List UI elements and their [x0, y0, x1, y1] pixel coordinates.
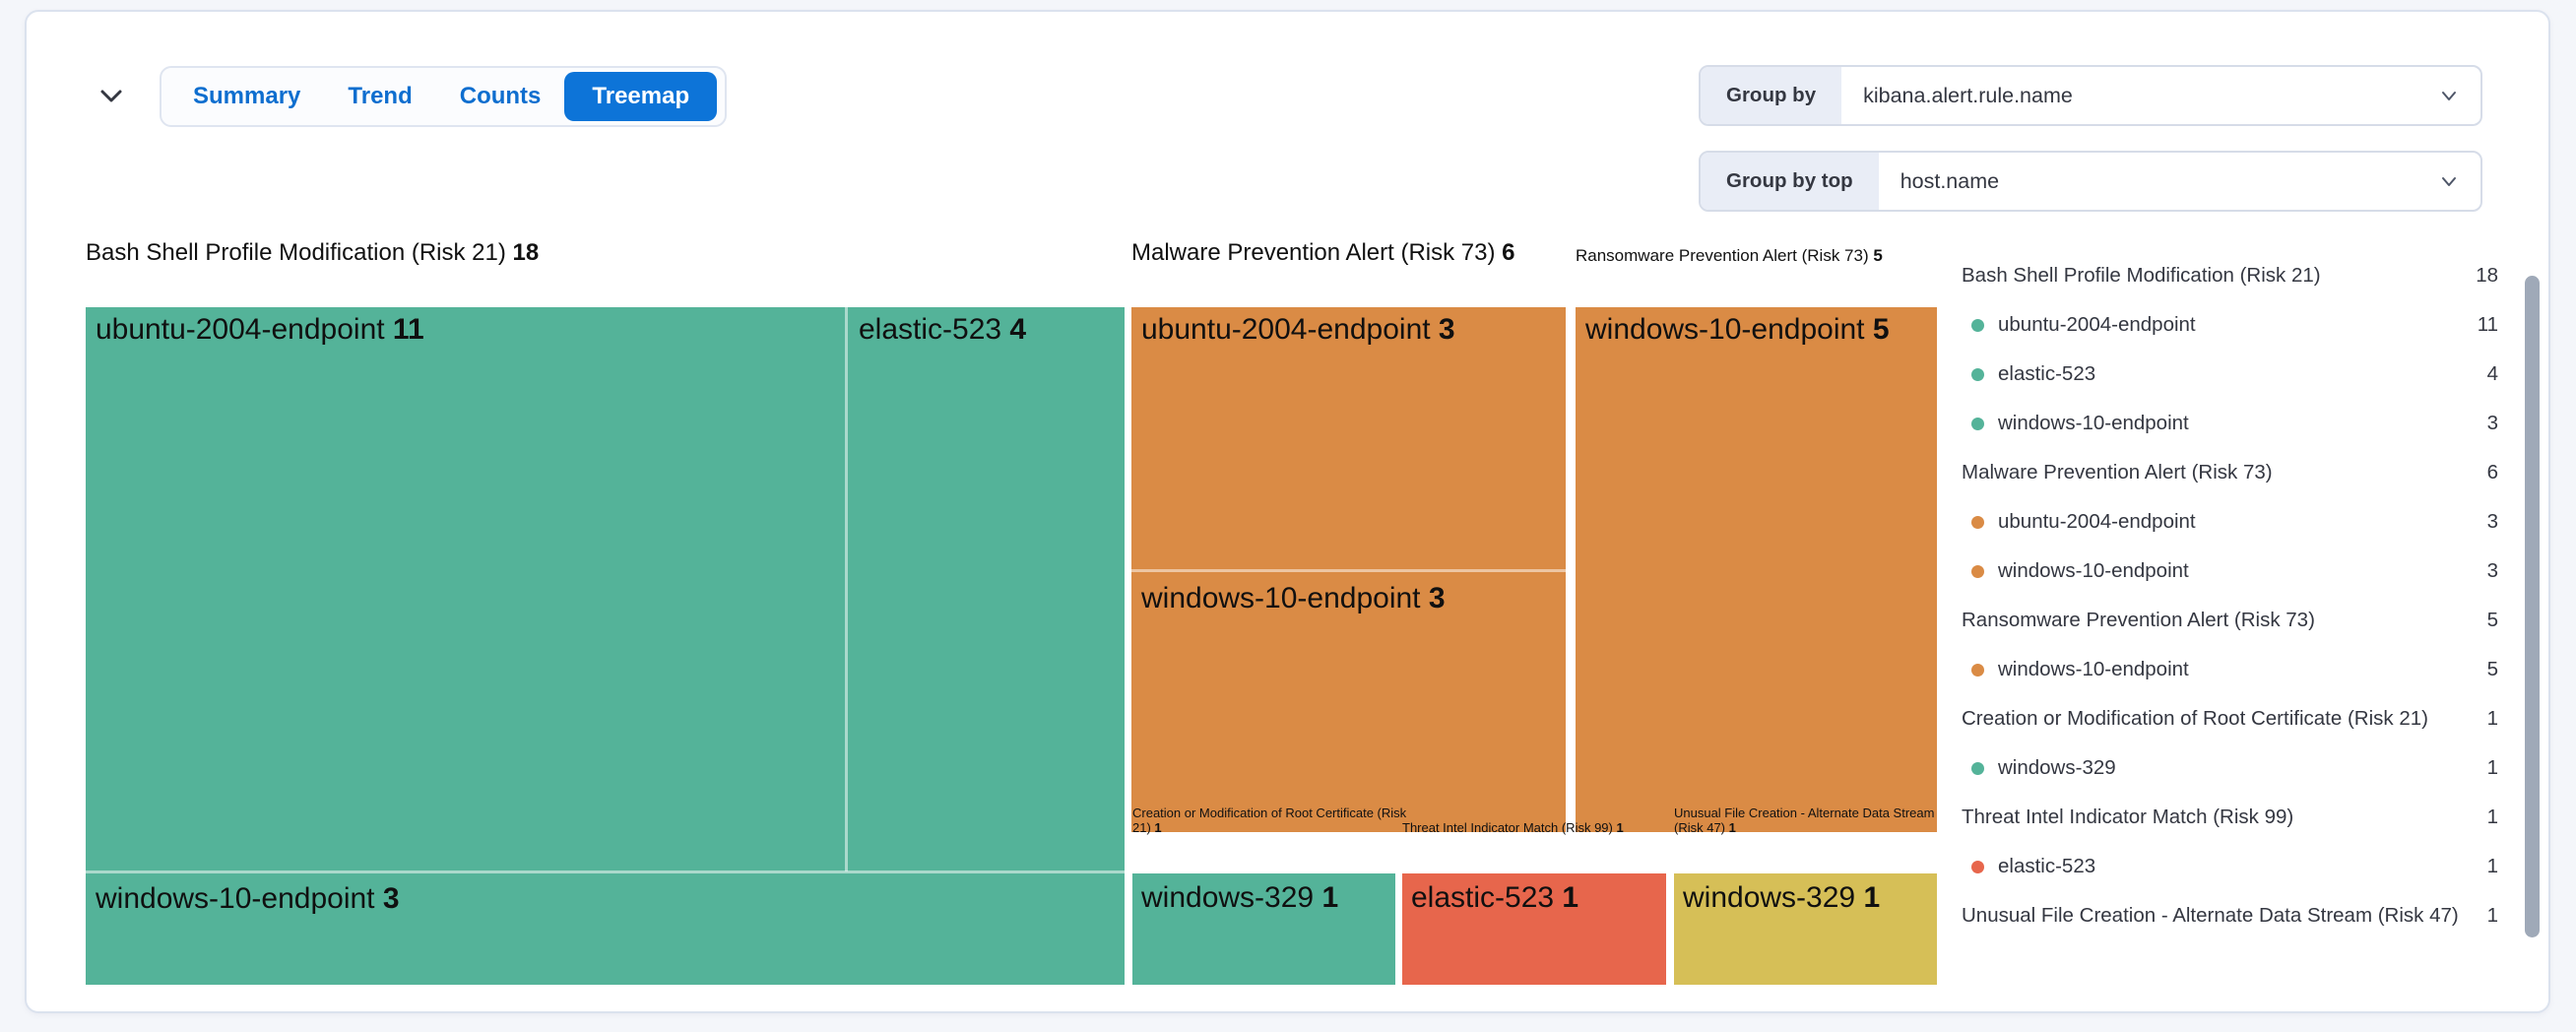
treemap-group-block[interactable]: [1674, 873, 1937, 985]
legend-label: Unusual File Creation - Alternate Data S…: [1962, 904, 2459, 927]
legend-color-dot: [1971, 318, 1984, 332]
group-by-select[interactable]: Group by kibana.alert.rule.name: [1699, 65, 2482, 126]
legend-value: 1: [2486, 707, 2498, 730]
legend-color-dot: [1971, 761, 1984, 775]
chevron-down-icon: [100, 90, 122, 101]
legend-label: elastic-523: [1998, 855, 2096, 877]
treemap-group-header: Creation or Modification of Root Certifi…: [1132, 806, 1407, 835]
alerts-card: Summary Trend Counts Treemap Group by ki…: [25, 10, 2550, 1013]
legend-label: windows-329: [1998, 756, 2116, 779]
treemap-cell-label: ubuntu-2004-endpoint 11: [96, 313, 424, 346]
treemap-group-header: Threat Intel Indicator Match (Risk 99) 1: [1402, 820, 1624, 835]
legend-color-dot: [1971, 367, 1984, 381]
legend-rule-row[interactable]: Ransomware Prevention Alert (Risk 73) 5: [1962, 609, 2498, 632]
legend-value: 18: [2476, 264, 2498, 287]
group-by-value: kibana.alert.rule.name: [1863, 83, 2073, 107]
treemap-cell-label: windows-10-endpoint 5: [1585, 313, 1890, 346]
group-by-top-prepend-label: Group by top: [1701, 153, 1879, 210]
legend-color-dot: [1971, 417, 1984, 430]
legend-label: Ransomware Prevention Alert (Risk 73): [1962, 609, 2315, 631]
treemap-group-block[interactable]: [1576, 307, 1937, 832]
legend-host-row[interactable]: windows-10-endpoint 5: [1962, 658, 2498, 681]
legend-host-row[interactable]: ubuntu-2004-endpoint 3: [1962, 510, 2498, 534]
legend-value: 1: [2486, 904, 2498, 927]
treemap-group-header: Ransomware Prevention Alert (Risk 73) 5: [1576, 246, 1883, 265]
treemap-legend: Bash Shell Profile Modification (Risk 21…: [1962, 264, 2498, 928]
legend-rule-row[interactable]: Bash Shell Profile Modification (Risk 21…: [1962, 264, 2498, 288]
legend-scrollbar-thumb[interactable]: [2525, 276, 2540, 937]
legend-host-row[interactable]: windows-10-endpoint 3: [1962, 412, 2498, 435]
legend-value: 6: [2486, 461, 2498, 484]
legend-label: Bash Shell Profile Modification (Risk 21…: [1962, 264, 2321, 287]
legend-host-row[interactable]: elastic-523 4: [1962, 362, 2498, 386]
legend-value: 5: [2486, 609, 2498, 631]
treemap-cell-label: windows-10-endpoint 3: [1141, 582, 1446, 614]
treemap-group-header: Malware Prevention Alert (Risk 73) 6: [1131, 239, 1515, 266]
tab-trend[interactable]: Trend: [348, 83, 413, 109]
treemap-group-header: Bash Shell Profile Modification (Risk 21…: [86, 239, 540, 266]
legend-label: windows-10-endpoint: [1998, 412, 2189, 434]
treemap-cell-label: windows-329 1: [1141, 881, 1339, 914]
legend-label: ubuntu-2004-endpoint: [1998, 510, 2196, 533]
tab-treemap[interactable]: Treemap: [564, 72, 718, 121]
collapse-panel-button[interactable]: [90, 75, 133, 118]
legend-value: 5: [2486, 658, 2498, 680]
legend-value: 3: [2486, 412, 2498, 434]
treemap-cell-label: ubuntu-2004-endpoint 3: [1141, 313, 1455, 346]
legend-color-dot: [1971, 860, 1984, 873]
treemap-cell-label: windows-10-endpoint 3: [96, 882, 400, 915]
legend-label: ubuntu-2004-endpoint: [1998, 313, 2196, 336]
legend-rule-row[interactable]: Creation or Modification of Root Certifi…: [1962, 707, 2498, 731]
legend-label: Creation or Modification of Root Certifi…: [1962, 707, 2428, 730]
legend-color-dot: [1971, 515, 1984, 529]
legend-rule-row[interactable]: Malware Prevention Alert (Risk 73) 6: [1962, 461, 2498, 484]
treemap-cell-label: windows-329 1: [1683, 881, 1881, 914]
legend-value: 1: [2486, 855, 2498, 877]
legend-label: windows-10-endpoint: [1998, 559, 2189, 582]
legend-value: 3: [2486, 510, 2498, 533]
treemap-cell-divider: [86, 871, 1125, 873]
treemap-cell-label: elastic-523 4: [859, 313, 1027, 346]
treemap-group-block[interactable]: [1132, 873, 1395, 985]
legend-label: elastic-523: [1998, 362, 2096, 385]
legend-color-dot: [1971, 564, 1984, 578]
legend-value: 4: [2486, 362, 2498, 385]
group-by-prepend-label: Group by: [1701, 67, 1842, 124]
legend-value: 11: [2477, 313, 2498, 336]
legend-rule-row[interactable]: Unusual File Creation - Alternate Data S…: [1962, 904, 2498, 928]
treemap-cell-divider: [1131, 569, 1566, 572]
legend-host-row[interactable]: elastic-523 1: [1962, 855, 2498, 878]
treemap-group-header: Unusual File Creation - Alternate Data S…: [1674, 806, 1935, 835]
view-tabs: Summary Trend Counts Treemap: [160, 66, 728, 127]
chevron-down-icon: [2442, 92, 2456, 100]
chevron-down-icon: [2442, 177, 2456, 186]
legend-rule-row[interactable]: Threat Intel Indicator Match (Risk 99) 1: [1962, 806, 2498, 829]
legend-host-row[interactable]: ubuntu-2004-endpoint 11: [1962, 313, 2498, 337]
legend-value: 1: [2486, 756, 2498, 779]
group-by-top-value: host.name: [1900, 168, 2000, 193]
legend-value: 1: [2486, 806, 2498, 828]
legend-color-dot: [1971, 663, 1984, 677]
treemap-cell-label: elastic-523 1: [1411, 881, 1579, 914]
legend-host-row[interactable]: windows-10-endpoint 3: [1962, 559, 2498, 583]
legend-label: Threat Intel Indicator Match (Risk 99): [1962, 806, 2294, 828]
group-by-top-select[interactable]: Group by top host.name: [1699, 151, 2482, 212]
tab-counts[interactable]: Counts: [459, 83, 542, 109]
legend-label: Malware Prevention Alert (Risk 73): [1962, 461, 2273, 484]
legend-label: windows-10-endpoint: [1998, 658, 2189, 680]
treemap-cell-divider: [845, 307, 848, 871]
legend-value: 3: [2486, 559, 2498, 582]
treemap-group-block[interactable]: [1402, 873, 1666, 985]
tab-summary[interactable]: Summary: [193, 83, 301, 109]
legend-host-row[interactable]: windows-329 1: [1962, 756, 2498, 780]
